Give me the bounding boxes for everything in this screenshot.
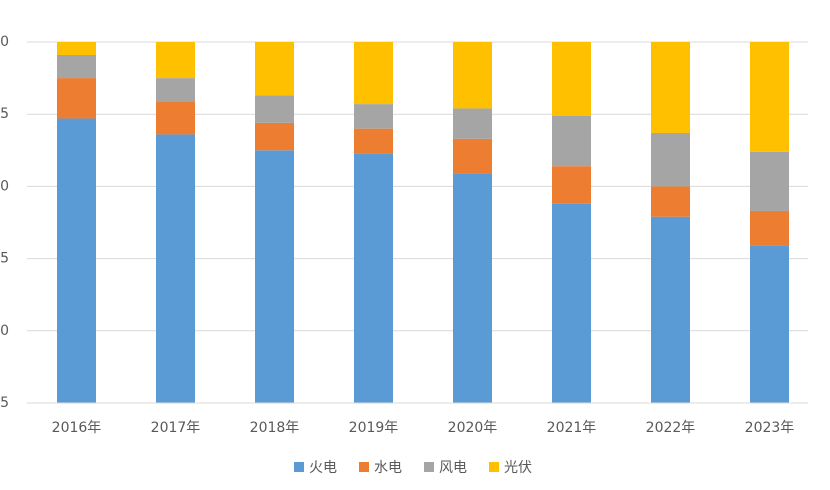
bar-segment (156, 42, 195, 79)
x-tick-label: 2020年 (448, 420, 498, 436)
x-tick-label: 2019年 (349, 420, 399, 436)
legend: 火电 水电 风电 光伏 (294, 460, 532, 476)
bar-segment (255, 122, 294, 151)
legend-label: 光伏 (504, 460, 532, 476)
bar-segment (552, 203, 591, 403)
bar-segment (354, 153, 393, 403)
bar-segment (255, 42, 294, 96)
bar-segment (354, 128, 393, 154)
bar-segment (156, 134, 195, 403)
y-tick-label: 80 (0, 323, 9, 339)
bar-segment (57, 78, 96, 119)
bar-segment (552, 166, 591, 204)
bar-segment (750, 151, 789, 211)
legend-swatch (489, 462, 499, 472)
bar-segment (453, 108, 492, 139)
bar-segment (354, 104, 393, 129)
bar-segment (552, 115, 591, 167)
y-tick-label: 95 (0, 106, 9, 122)
y-tick-label: 75 (0, 395, 9, 411)
bar-segment (651, 132, 690, 187)
bar-segment (651, 186, 690, 217)
bar-segment (57, 42, 96, 55)
legend-swatch (294, 462, 304, 472)
bar-segment (156, 101, 195, 135)
bar-segment (750, 210, 789, 246)
y-tick-label: 100 (0, 34, 9, 50)
bar-segment (255, 95, 294, 123)
bar-segment (453, 42, 492, 109)
bar-segment (57, 118, 96, 404)
bar-segment (354, 42, 393, 105)
x-tick-label: 2016年 (52, 420, 102, 436)
x-tick-label: 2022年 (646, 420, 696, 436)
bar-segment (57, 54, 96, 79)
bar-segment (453, 138, 492, 174)
legend-swatch (424, 462, 434, 472)
x-tick-label: 2018年 (250, 420, 300, 436)
bar-segment (651, 42, 690, 133)
bar-segment (255, 150, 294, 403)
x-tick-label: 2021年 (547, 420, 597, 436)
bar-segment (651, 216, 690, 403)
legend-label: 火电 (309, 460, 337, 476)
bar-segment (552, 42, 591, 116)
y-tick-label: 90 (0, 178, 9, 194)
bar-segment (156, 78, 195, 102)
legend-label: 水电 (374, 460, 402, 476)
x-tick-label: 2017年 (151, 420, 201, 436)
bar-segment (453, 173, 492, 403)
x-tick-label: 2023年 (745, 420, 795, 436)
bar-segment (750, 42, 789, 152)
legend-swatch (359, 462, 369, 472)
legend-label: 风电 (439, 460, 467, 476)
bar-segment (750, 245, 789, 403)
y-tick-label: 85 (0, 251, 9, 267)
